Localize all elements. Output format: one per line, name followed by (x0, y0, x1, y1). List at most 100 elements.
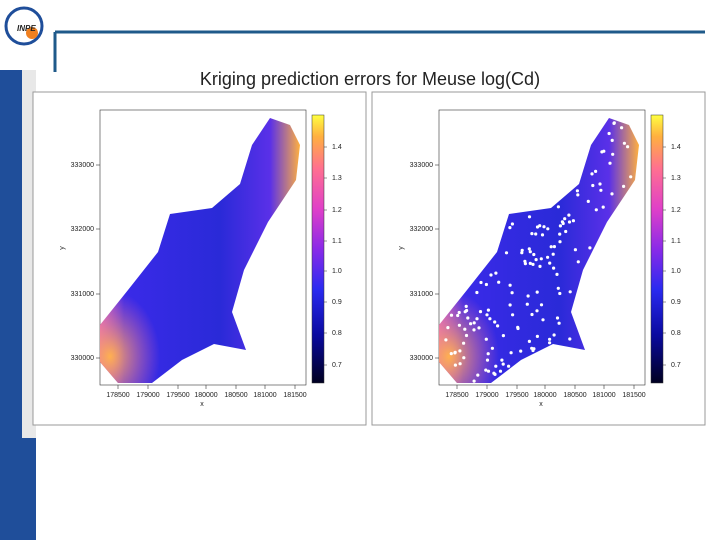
sample-point (548, 261, 552, 265)
y-tick-label: 332000 (410, 226, 433, 233)
sample-point (599, 188, 603, 192)
sample-point (601, 205, 605, 209)
sample-point (486, 308, 490, 312)
sample-point (525, 302, 529, 306)
sample-point (520, 251, 524, 255)
sample-point (602, 149, 606, 153)
x-axis-label: x (200, 401, 204, 408)
sample-point (458, 362, 462, 366)
sample-point (586, 199, 590, 203)
sample-point (539, 257, 543, 261)
colorbar-label: 0.8 (332, 330, 342, 337)
sample-point (626, 145, 630, 149)
sample-point (527, 339, 531, 343)
sample-point (552, 333, 556, 337)
sample-point (598, 182, 602, 186)
sample-point (568, 290, 572, 294)
colorbar-label: 0.7 (671, 362, 681, 369)
logo-dot (26, 27, 38, 39)
sample-point (594, 169, 598, 173)
sample-point (546, 227, 550, 231)
x-tick-label: 181000 (253, 392, 276, 399)
sample-point (542, 225, 546, 229)
sample-point (449, 352, 453, 356)
sample-point (520, 248, 524, 252)
y-tick-label: 331000 (410, 291, 433, 298)
sample-point (535, 309, 539, 313)
sample-point (622, 184, 626, 188)
sample-point (477, 326, 481, 330)
sample-point (500, 358, 504, 362)
map-area-highlight (100, 118, 300, 383)
sample-point (510, 222, 514, 226)
sample-point (493, 372, 497, 376)
sample-point (456, 313, 460, 318)
sample-point (519, 349, 523, 353)
map-area-highlight (439, 118, 639, 383)
colorbar (311, 114, 325, 384)
y-axis-label: y (398, 246, 405, 250)
x-tick-label: 180000 (533, 392, 556, 399)
sample-point (556, 286, 560, 290)
sample-point (466, 316, 470, 320)
sample-point (548, 337, 552, 341)
sample-point (501, 362, 505, 366)
x-tick-label: 181000 (592, 392, 615, 399)
sample-point (611, 152, 615, 156)
colorbar-label: 1.2 (671, 207, 681, 214)
sample-point (508, 283, 512, 287)
sample-point (498, 369, 503, 373)
sample-point (486, 352, 490, 356)
sample-point (535, 334, 539, 338)
sample-point (494, 271, 498, 275)
sample-point (568, 337, 572, 341)
sample-point (560, 220, 564, 224)
colorbar-label: 1.0 (671, 268, 681, 275)
sample-point (527, 215, 532, 219)
sample-point (538, 264, 542, 268)
colorbar-label: 1.3 (671, 175, 681, 182)
sample-point (484, 368, 488, 372)
sample-point (484, 337, 488, 341)
logo: INPE (17, 24, 36, 33)
y-axis-label: y (59, 246, 66, 250)
sample-point (576, 193, 580, 197)
x-tick-label: 179000 (136, 392, 159, 399)
colorbar-label: 0.9 (332, 299, 342, 306)
sample-point (526, 294, 530, 298)
sample-point (573, 248, 577, 252)
sample-point (558, 232, 562, 236)
x-tick-label: 181500 (622, 392, 645, 399)
logo-ring (4, 6, 44, 46)
sample-point (528, 250, 532, 254)
sample-point (469, 322, 473, 326)
sample-point (479, 280, 483, 285)
sample-point (484, 282, 488, 287)
sample-point (590, 172, 594, 176)
sample-point (449, 313, 454, 317)
y-tick-label: 333000 (71, 162, 94, 169)
sample-point (557, 321, 561, 325)
x-tick-label: 180000 (194, 392, 217, 399)
sample-point (504, 251, 509, 255)
sample-point (475, 317, 479, 321)
sample-point (531, 262, 535, 266)
x-tick-label: 181500 (283, 392, 306, 399)
sample-point (490, 346, 494, 350)
sample-point (516, 325, 520, 329)
sample-point (472, 379, 476, 383)
colorbar-label: 1.2 (332, 207, 342, 214)
colorbar (650, 114, 664, 384)
sample-point (629, 175, 633, 179)
plot-frame (438, 109, 646, 386)
sample-point (558, 240, 562, 244)
sample-point (549, 245, 553, 249)
x-tick-label: 179500 (166, 392, 189, 399)
sample-point (494, 364, 498, 368)
sample-point (555, 272, 559, 276)
sample-point (527, 247, 531, 251)
sample-point (540, 233, 545, 237)
panel: 178500 179000 179500 180000 180500 181000 1815… (32, 91, 367, 426)
sample-point (511, 313, 515, 317)
sample-point (453, 351, 457, 355)
